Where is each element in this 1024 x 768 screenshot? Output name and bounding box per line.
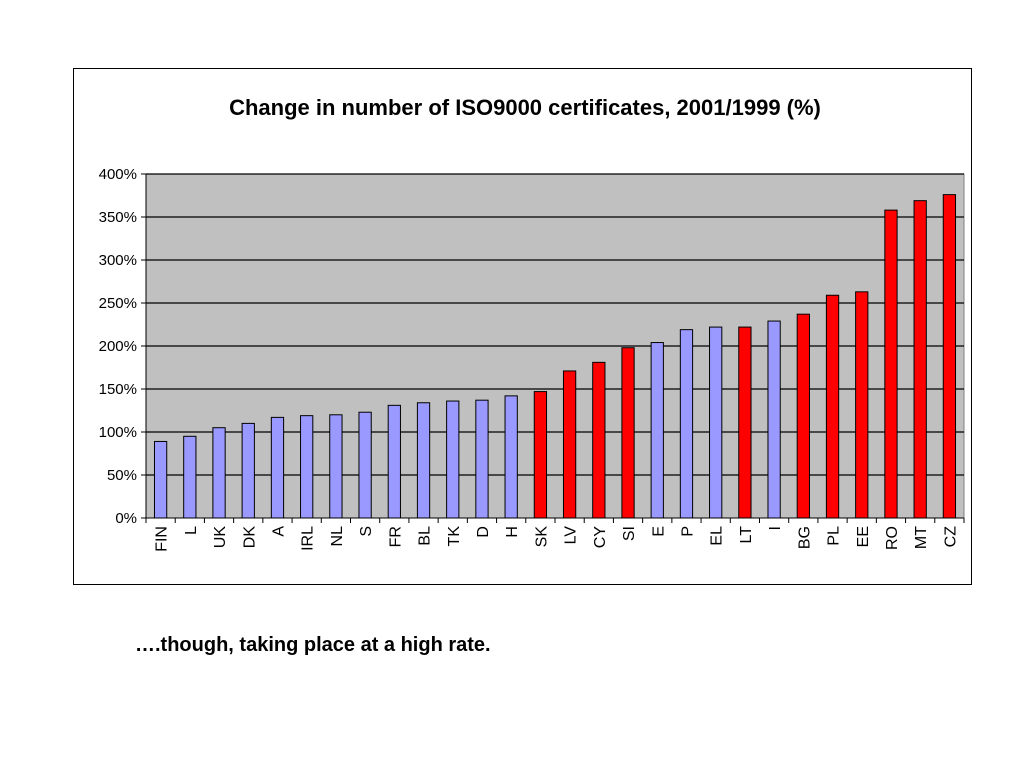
- category-label: RO: [884, 526, 901, 550]
- bar: [270, 416, 285, 519]
- category-label: CZ: [942, 526, 959, 548]
- category-label: CY: [592, 526, 609, 549]
- chart-title: Change in number of ISO9000 certificates…: [229, 95, 821, 120]
- bar: [387, 404, 401, 519]
- y-tick-label: 400%: [99, 166, 137, 183]
- category-label: I: [767, 526, 784, 530]
- category-label: EL: [709, 526, 726, 546]
- category-label: FIN: [154, 526, 171, 552]
- bar: [562, 370, 577, 519]
- category-label: H: [504, 526, 521, 538]
- category-label: EE: [855, 526, 872, 547]
- bar: [738, 326, 752, 519]
- bar: [329, 414, 343, 519]
- category-label: S: [358, 526, 375, 537]
- bar: [358, 411, 372, 519]
- chart-frame: Change in number of ISO9000 certificates…: [73, 68, 972, 585]
- category-label: SK: [533, 526, 550, 548]
- bar: [825, 294, 840, 519]
- category-label: D: [475, 526, 492, 538]
- bar: [504, 395, 518, 519]
- bar: [153, 440, 168, 519]
- category-label: A: [270, 526, 287, 537]
- y-tick-label: 300%: [99, 252, 137, 269]
- bar: [884, 209, 898, 519]
- bar: [679, 329, 694, 519]
- bar: [416, 402, 431, 519]
- category-label: P: [679, 526, 696, 537]
- category-label: BG: [796, 526, 813, 549]
- bar: [621, 347, 635, 519]
- y-tick-label: 200%: [99, 338, 137, 355]
- category-label: NL: [329, 526, 346, 547]
- bar: [212, 427, 226, 519]
- bar: [592, 361, 606, 519]
- bar: [709, 326, 723, 519]
- bar: [650, 342, 664, 519]
- category-label: FR: [387, 526, 404, 547]
- y-tick-label: 0%: [115, 510, 137, 527]
- bar: [533, 391, 548, 519]
- bar: [475, 399, 489, 519]
- category-label: DK: [241, 526, 258, 549]
- category-label: PL: [826, 526, 843, 546]
- bar: [300, 415, 314, 519]
- category-label: MT: [913, 526, 930, 549]
- y-tick-label: 150%: [99, 381, 137, 398]
- bar: [446, 400, 460, 519]
- bar: [855, 291, 869, 519]
- bar: [241, 422, 255, 519]
- category-label: LT: [738, 526, 755, 544]
- y-tick-label: 250%: [99, 295, 137, 312]
- category-label: E: [650, 526, 667, 537]
- category-label: SI: [621, 526, 638, 541]
- category-label: L: [183, 526, 200, 535]
- bar: [913, 200, 927, 519]
- bar: [767, 320, 781, 519]
- category-label: BL: [417, 526, 434, 546]
- bar: [183, 435, 197, 519]
- y-tick-label: 50%: [107, 467, 137, 484]
- bar-chart: Change in number of ISO9000 certificates…: [99, 95, 965, 552]
- category-label: IRL: [300, 526, 317, 551]
- category-label: TK: [446, 526, 463, 547]
- slide-caption: ….though, taking place at a high rate.: [135, 634, 491, 656]
- y-tick-label: 100%: [99, 424, 137, 441]
- category-label: LV: [563, 526, 580, 545]
- bar: [796, 313, 810, 519]
- y-tick-label: 350%: [99, 209, 137, 226]
- bar: [942, 194, 957, 519]
- category-label: UK: [212, 526, 229, 549]
